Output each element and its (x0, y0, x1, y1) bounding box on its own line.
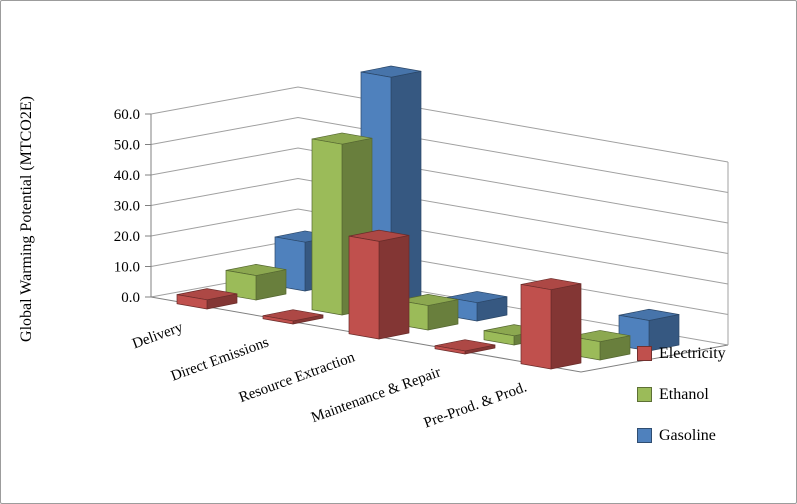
x-category-label: Pre-Prod. & Prod. (422, 379, 529, 431)
y-tick-label: 20.0 (114, 229, 140, 245)
bar-face (378, 235, 410, 340)
y-axis-title: Global Warming Potential (MTCO2E) (18, 96, 35, 342)
legend-item-electricity: Electricity (637, 343, 726, 364)
legend-item-ethanol: Ethanol (637, 384, 726, 405)
gridline (150, 208, 729, 285)
bar-face (176, 294, 208, 310)
bar-face (434, 345, 466, 355)
bar-face (262, 315, 294, 325)
bar-face (520, 284, 552, 370)
bar-electricity-3 (434, 339, 496, 355)
bar-electricity-1 (262, 309, 324, 325)
legend-label-gasoline: Gasoline (659, 426, 716, 444)
bar-face (550, 283, 582, 370)
legend-swatch-gasoline-icon (637, 428, 652, 443)
y-tick-label: 40.0 (114, 168, 140, 184)
legend-swatch-ethanol-icon (637, 387, 652, 402)
y-tick-label: 0.0 (121, 290, 140, 306)
legend-label-electricity: Electricity (659, 344, 726, 362)
gridline (150, 177, 729, 254)
bar-face (311, 138, 343, 316)
gridline (150, 86, 729, 163)
gridline (150, 116, 729, 193)
y-tick-label: 30.0 (114, 199, 140, 215)
bar-face (483, 330, 515, 346)
bar-electricity-2 (348, 229, 410, 340)
bar-ethanol-0 (225, 264, 287, 301)
bar-electricity-4 (520, 278, 582, 370)
x-category-label: Delivery (130, 319, 185, 352)
legend-item-gasoline: Gasoline (637, 425, 726, 446)
y-tick-label: 10.0 (114, 260, 140, 276)
x-category-label: Resource Extraction (237, 349, 358, 406)
legend-swatch-electricity-icon (637, 346, 652, 361)
bar-face (348, 235, 380, 340)
bar-electricity-0 (176, 288, 238, 310)
legend: Electricity Ethanol Gasoline (637, 343, 726, 466)
gridline (150, 147, 729, 224)
bar-face (225, 270, 257, 301)
legend-label-ethanol: Ethanol (659, 385, 709, 403)
y-tick-label: 50.0 (114, 138, 140, 154)
x-category-label: Direct Emissions (169, 334, 271, 384)
y-tick-label: 60.0 (114, 107, 140, 123)
